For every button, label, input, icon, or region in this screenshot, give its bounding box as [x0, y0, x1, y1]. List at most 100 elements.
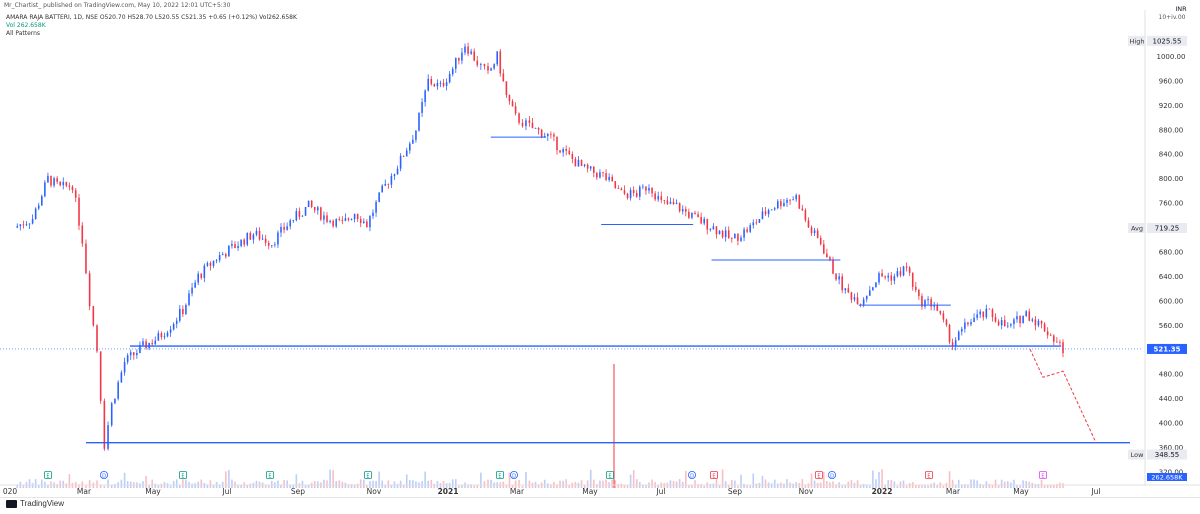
earnings-marker-icon[interactable]: E: [710, 471, 718, 480]
candle-body: [948, 324, 951, 343]
volume-bar: [191, 483, 193, 488]
candle-body: [565, 149, 567, 151]
candle: [746, 226, 748, 234]
candle: [973, 313, 975, 323]
candle: [727, 226, 730, 239]
candle: [129, 349, 132, 361]
candle-body: [819, 237, 822, 245]
candle: [835, 272, 837, 282]
candle: [703, 216, 705, 226]
candle: [813, 227, 816, 236]
volume-bar: [1016, 484, 1018, 488]
volume-bar: [749, 485, 751, 488]
candle: [724, 226, 727, 242]
volume-bar: [350, 484, 353, 488]
candle: [175, 317, 178, 329]
marker-shape: [100, 470, 109, 479]
candle-body: [493, 64, 495, 69]
candle-body: [458, 57, 460, 61]
candle: [872, 286, 874, 291]
candle: [565, 145, 567, 156]
volume-bar: [715, 479, 718, 488]
candle: [534, 127, 537, 129]
tradingview-logo[interactable]: TradingView: [6, 499, 64, 508]
candle-body: [252, 234, 255, 240]
candle-body: [862, 299, 865, 305]
candle: [596, 171, 598, 181]
candle-body: [430, 78, 433, 85]
candle-body: [602, 172, 604, 174]
candle-body: [145, 341, 147, 349]
candle-body: [666, 200, 669, 204]
candle-body: [175, 320, 178, 324]
candle-body: [798, 195, 801, 209]
candle: [37, 202, 40, 211]
volume-bar: [1043, 485, 1046, 488]
candle: [884, 275, 886, 280]
candle-body: [727, 230, 730, 238]
candle-body: [16, 226, 19, 228]
earnings-marker-icon[interactable]: E: [364, 471, 372, 480]
dividend-marker-icon[interactable]: D: [828, 470, 837, 480]
candle: [22, 220, 25, 229]
earnings-marker-icon[interactable]: E: [606, 471, 614, 480]
candle-body: [681, 208, 684, 212]
candle-body: [209, 263, 212, 266]
candle-body: [856, 297, 859, 305]
earnings-marker-icon[interactable]: E: [815, 471, 823, 480]
earnings-marker-icon[interactable]: E: [925, 471, 933, 480]
candle: [154, 336, 157, 346]
volume-bar: [957, 479, 960, 488]
avg-marker-value: 719.25: [1155, 225, 1180, 233]
volume-bar: [700, 484, 702, 488]
volume-bar: [884, 485, 886, 488]
candle-body: [703, 218, 705, 224]
candle-body: [415, 130, 417, 140]
low-marker-label-bg: [1128, 449, 1146, 460]
candle: [34, 207, 37, 220]
dividend-marker-icon[interactable]: D: [688, 470, 697, 480]
candle-body: [663, 200, 666, 201]
candle-body: [1053, 335, 1055, 342]
candle-body: [436, 83, 439, 87]
candle-body: [635, 192, 638, 197]
earnings-marker-icon[interactable]: E: [266, 471, 274, 480]
candle: [976, 309, 978, 321]
candle: [767, 208, 770, 218]
candle: [611, 174, 613, 182]
candle-body: [185, 304, 187, 315]
candle: [761, 207, 764, 220]
candle: [645, 186, 647, 195]
candle: [409, 141, 411, 154]
dividend-marker-icon[interactable]: D: [509, 470, 518, 480]
candle-body: [908, 267, 911, 273]
candle: [672, 198, 675, 205]
earnings-marker-icon[interactable]: E: [496, 471, 504, 480]
low-marker-value-bg: [1147, 449, 1187, 460]
candle: [675, 199, 678, 205]
tradingview-logo-icon: [6, 499, 17, 508]
candle-body: [461, 52, 463, 61]
earnings-marker-icon[interactable]: E: [44, 471, 52, 480]
volume-bar: [841, 485, 843, 488]
legend-patterns[interactable]: All Patterns: [6, 30, 41, 37]
candle: [372, 209, 374, 219]
candle: [801, 204, 804, 212]
volume-bar: [326, 480, 328, 488]
earnings-marker-icon[interactable]: E: [1039, 471, 1047, 480]
volume-bar: [887, 479, 889, 488]
dividend-marker-icon[interactable]: D: [100, 470, 109, 480]
candle-body: [596, 172, 598, 178]
candle: [626, 192, 629, 200]
candle: [455, 57, 457, 73]
candle: [639, 185, 641, 201]
candle: [623, 185, 626, 196]
candle-body: [267, 242, 270, 246]
volume-bar: [844, 485, 847, 488]
candle: [514, 102, 517, 116]
earnings-marker-icon[interactable]: E: [179, 471, 187, 480]
candle-body: [206, 263, 209, 266]
volume-bar: [1046, 484, 1049, 488]
